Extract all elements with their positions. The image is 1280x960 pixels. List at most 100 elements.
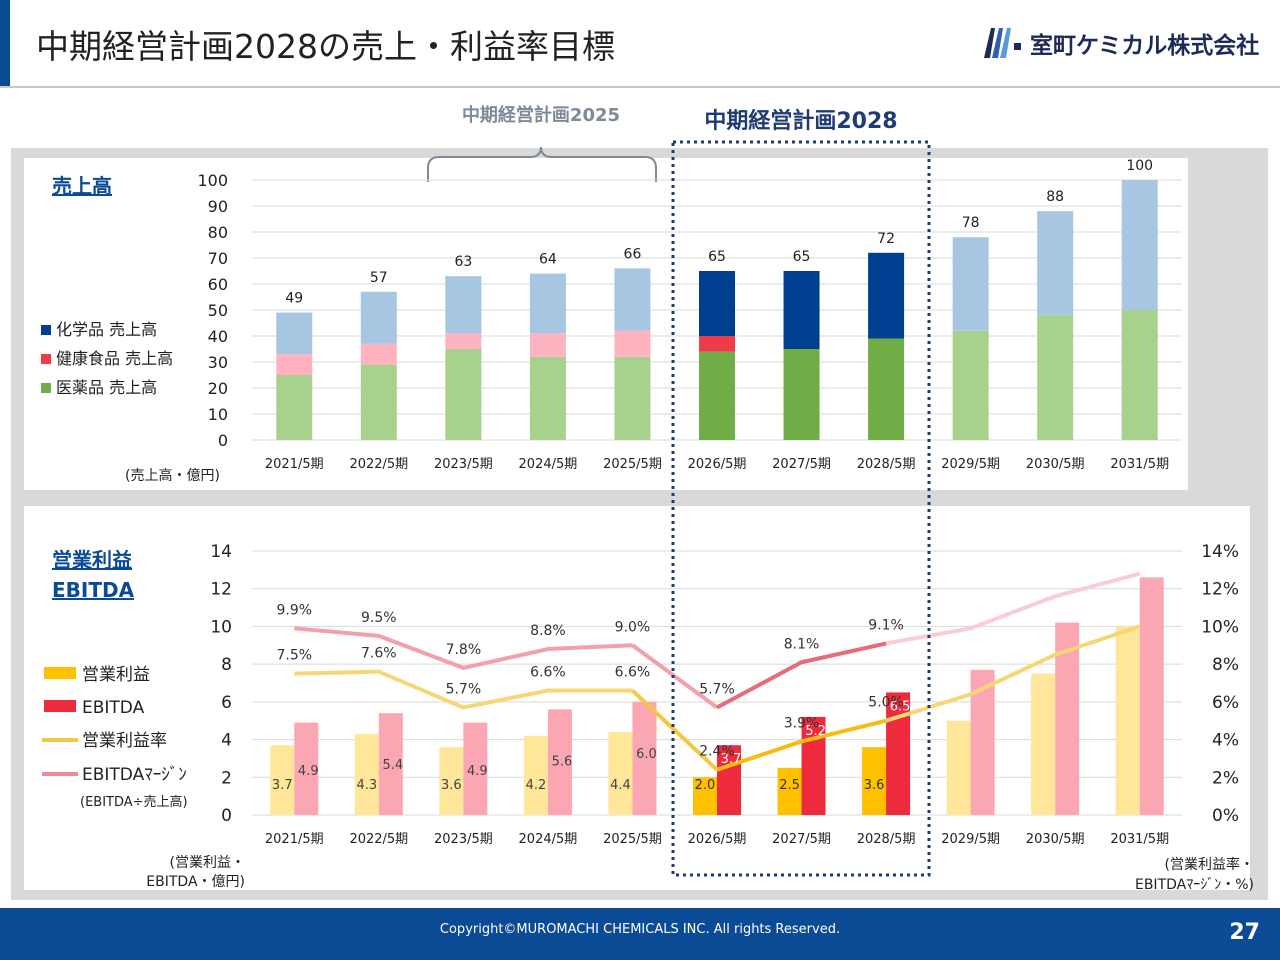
ebitda-value-label: 6.0 — [636, 747, 657, 762]
operating-profit-bar — [354, 733, 379, 815]
ebitda-value-label: 5.2 — [805, 724, 826, 739]
sales-bar-chemical — [529, 273, 566, 334]
page-title: 中期経営計画2028の売上・利益率目標 — [36, 27, 615, 66]
sales-x-tick: 2023/5期 — [434, 457, 493, 472]
profit-lines — [294, 571, 1141, 772]
profit-left-y-tick: 14 — [210, 542, 232, 562]
profit-x-axis: 2021/5期 2022/5期 2023/5期 2024/5期 2025/5期 2026/… — [265, 832, 1169, 847]
ebitda-margin-value-label: 9.1% — [868, 617, 904, 633]
sales-total-label: 65 — [708, 249, 726, 265]
profit-legend: 営業利益 EBITDA 営業利益率 EBITDAﾏｰｼﾞﾝ — [42, 665, 187, 785]
sales-total-label: 65 — [793, 249, 811, 265]
ebitda-margin-line-future — [885, 571, 1141, 646]
ebitda-margin-value-label: 9.9% — [276, 602, 312, 618]
op-rate-value-label: 3.9% — [784, 715, 820, 731]
profit-right-unit-line2: EBITDAﾏｰｼﾞﾝ・%) — [1135, 877, 1254, 893]
sales-bars: 49 57 63 64 66 65 65 72 78 88 100 — [276, 158, 1158, 440]
profit-bars — [270, 577, 1164, 815]
op-rate-value-label: 7.5% — [276, 648, 312, 664]
sales-x-tick: 2027/5期 — [772, 457, 831, 472]
op-rate-value-label: 2.4% — [699, 744, 735, 760]
ebitda-legend-swatch — [44, 700, 76, 712]
operating-profit-value-label: 3.6 — [864, 778, 885, 793]
profit-x-tick: 2028/5期 — [857, 832, 916, 847]
sales-bar-health — [529, 333, 566, 357]
sales-y-tick: 50 — [208, 301, 228, 320]
sales-bar-pharma — [445, 349, 482, 440]
footer-bar — [0, 908, 1280, 960]
sales-legend-label: 健康食品 売上高 — [56, 349, 173, 368]
profit-right-unit-line1: (営業利益率・ — [1165, 856, 1254, 873]
op-rate-line-plan — [716, 718, 887, 772]
sales-bar-chemical — [868, 252, 905, 339]
company-logo: 室町ケミカル株式会社 — [982, 26, 1259, 60]
sales-total-label: 57 — [370, 270, 388, 286]
profit-right-y-tick: 2% — [1212, 768, 1239, 788]
sales-bar-health — [276, 354, 313, 375]
operating-profit-bar — [1115, 626, 1140, 815]
profit-x-tick: 2027/5期 — [772, 832, 831, 847]
sales-bar-health — [445, 333, 482, 349]
ebitda-margin-note: (EBITDA÷売上高) — [80, 794, 188, 810]
operating-profit-bar — [1031, 673, 1056, 815]
profit-left-y-axis: 0 2 4 6 8 10 12 14 — [210, 542, 232, 826]
op-rate-value-label: 6.6% — [615, 665, 651, 681]
ebitda-bar — [717, 745, 741, 815]
sales-bar-chemical — [445, 276, 482, 334]
sales-bar-health — [699, 336, 735, 352]
sales-total-label: 49 — [285, 291, 303, 307]
sales-x-tick: 2021/5期 — [265, 457, 324, 472]
operating-profit-bar — [777, 767, 802, 815]
sales-legend-label: 化学品 売上高 — [56, 320, 157, 339]
sales-total-label: 78 — [962, 215, 980, 231]
profit-chart-title-line1: 営業利益 — [52, 548, 132, 572]
op-rate-line-past — [294, 669, 633, 710]
ebitda-margin-value-label: 5.7% — [699, 682, 735, 698]
sales-x-tick: 2029/5期 — [941, 457, 1000, 472]
sales-bar-chemical — [1037, 211, 1074, 316]
ebitda-margin-legend-label: EBITDAﾏｰｼﾞﾝ — [82, 765, 187, 785]
sales-x-tick: 2028/5期 — [857, 457, 916, 472]
ebitda-value-label: 5.6 — [552, 754, 573, 769]
sales-bar-pharma — [1121, 310, 1158, 440]
ebitda-bar — [632, 701, 657, 815]
op-rate-legend-label: 営業利益率 — [82, 731, 167, 751]
profit-right-y-tick: 0% — [1212, 806, 1239, 826]
copyright-text: Copyright©MUROMACHI CHEMICALS INC. All r… — [439, 922, 841, 937]
sales-total-label: 88 — [1046, 189, 1064, 205]
profit-left-y-tick: 12 — [210, 580, 232, 600]
sales-bar-chemical — [360, 291, 397, 344]
company-logo-mark-icon — [984, 28, 1021, 58]
profit-right-y-axis: 0% 2% 4% 6% 8% 10% 12% 14% — [1201, 542, 1239, 826]
profit-right-y-tick: 6% — [1212, 693, 1239, 713]
profit-data-labels: 3.7 4.9 4.3 5.4 3.6 4.9 4.2 5.6 4.4 6.0 2.0 3.7 2.5 5… — [272, 602, 911, 793]
sales-total-label: 100 — [1126, 158, 1153, 174]
company-name: 室町ケミカル株式会社 — [1030, 33, 1260, 59]
sales-bar-pharma — [276, 375, 313, 440]
operating-profit-value-label: 4.4 — [610, 778, 631, 793]
profit-x-tick: 2021/5期 — [265, 832, 324, 847]
operating-profit-bar — [693, 777, 717, 815]
profit-x-tick: 2022/5期 — [349, 832, 408, 847]
sales-bar-chemical — [1121, 180, 1158, 310]
profit-left-y-tick: 8 — [221, 655, 232, 675]
profit-chart-title-line2: EBITDA — [52, 578, 135, 602]
sales-x-tick: 2030/5期 — [1026, 457, 1085, 472]
op-legend-label: 営業利益 — [82, 665, 150, 685]
sales-bar-pharma — [614, 356, 651, 440]
sales-legend-label: 医薬品 売上高 — [56, 378, 157, 397]
profit-x-tick: 2026/5期 — [688, 832, 747, 847]
operating-profit-value-label: 2.0 — [695, 778, 716, 793]
operating-profit-value-label: 2.5 — [779, 778, 800, 793]
profit-right-y-tick: 4% — [1212, 731, 1239, 751]
sales-bar-chemical — [952, 237, 989, 331]
sales-legend-swatch — [41, 325, 51, 335]
operating-profit-value-label: 4.2 — [526, 778, 547, 793]
ebitda-margin-value-label: 9.5% — [361, 610, 397, 626]
ebitda-margin-value-label: 8.8% — [530, 623, 566, 639]
sales-y-axis: 0 10 20 30 40 50 60 70 80 90 100 — [197, 171, 228, 450]
ebitda-legend-label: EBITDA — [82, 698, 145, 718]
ebitda-bar — [463, 722, 488, 815]
operating-profit-bar — [946, 720, 971, 815]
